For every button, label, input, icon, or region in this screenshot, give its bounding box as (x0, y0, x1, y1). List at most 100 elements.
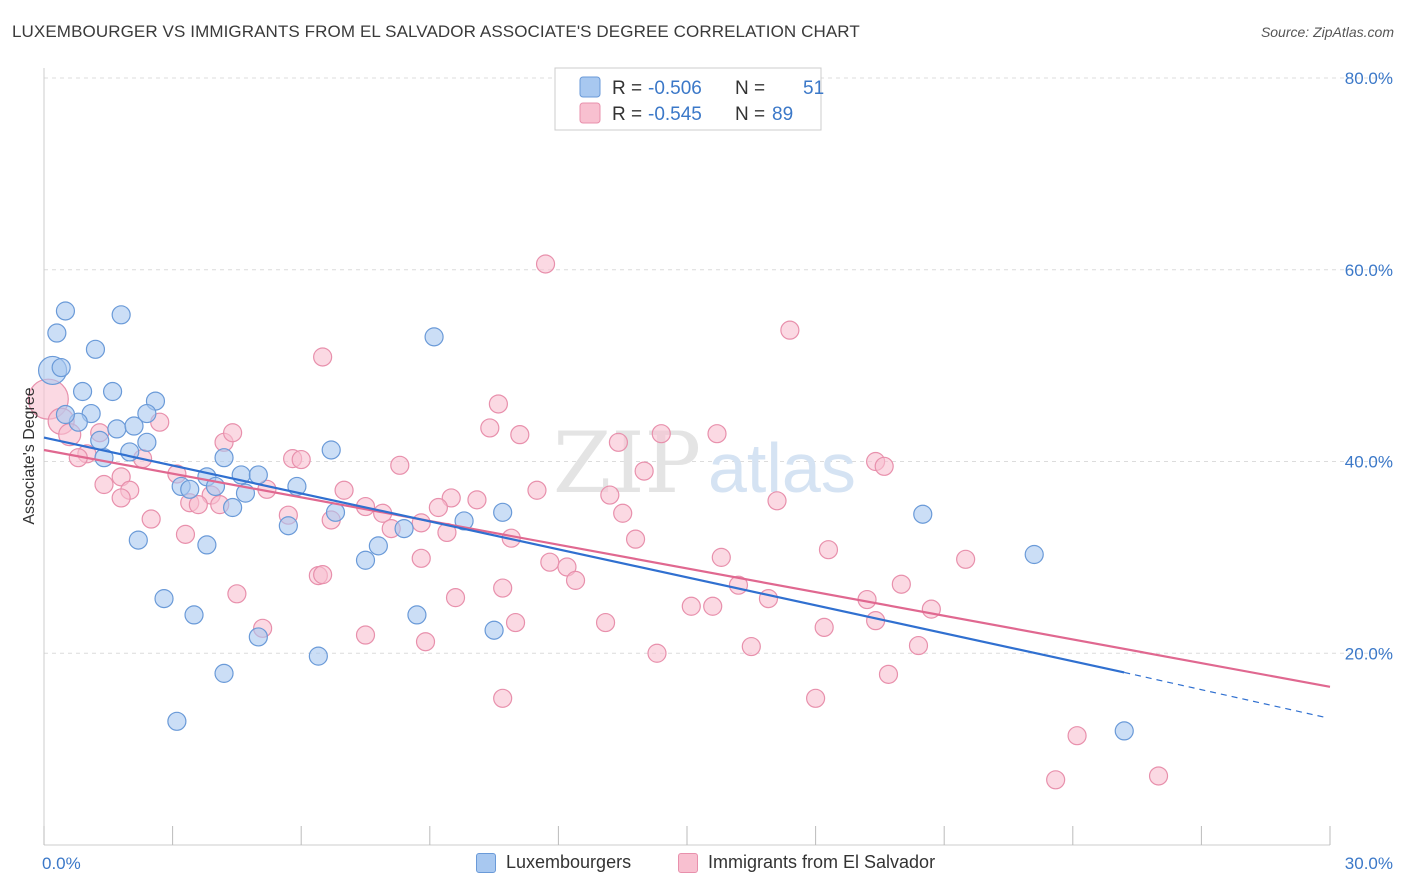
el-salvador-point (600, 485, 620, 505)
luxembourger-point (184, 605, 204, 625)
luxembourger-point (1024, 544, 1044, 565)
el-salvador-point (703, 596, 723, 616)
luxembourger-point (197, 535, 217, 555)
luxembourger-point (167, 711, 187, 731)
legend-box: R = -0.506 N = 51 R = -0.545 N = 89 (554, 67, 824, 131)
el-salvador-point (780, 320, 800, 340)
luxembourger-point (308, 646, 328, 666)
el-salvador-point (1046, 770, 1066, 790)
el-salvador-point (758, 589, 779, 609)
el-salvador-point (467, 490, 487, 510)
el-salvador-point (313, 347, 333, 367)
el-salvador-point (681, 596, 701, 616)
el-salvador-point (741, 636, 761, 657)
el-salvador-point (527, 480, 547, 500)
luxembourger-point (128, 530, 148, 550)
luxembourger-point (325, 502, 346, 522)
el-salvador-point (891, 574, 911, 594)
luxembourger-trend-line (43, 436, 1125, 674)
el-salvador-point (505, 612, 526, 633)
y-tick-label: 60.0% (1345, 261, 1393, 280)
luxembourger-point (493, 502, 513, 522)
legend-n-value-2: 89 (772, 104, 793, 125)
el-salvador-point (175, 524, 196, 544)
scatter-chart: ZIP atlas 20.0% 40.0% 60.0% 80.0% Associate… (21, 67, 1393, 846)
y-tick-label: 20.0% (1345, 644, 1393, 663)
el-salvador-point (805, 688, 826, 708)
el-salvador-point (291, 449, 311, 470)
el-salvador-point (493, 578, 513, 598)
luxembourger-trend-extension (1124, 671, 1326, 719)
grid-lines (44, 77, 1393, 654)
luxembourger-point (424, 327, 444, 347)
legend-r-value-1: -0.506 (648, 78, 702, 99)
el-salvador-point (711, 547, 731, 567)
el-salvador-point (445, 588, 466, 608)
luxembourger-point (102, 381, 123, 402)
el-salvador-point (493, 688, 513, 708)
swatch-luxembourgers (476, 852, 496, 873)
legend-r-label-1: R = (612, 78, 642, 99)
el-salvador-point (94, 474, 114, 495)
el-salvador-point (1067, 726, 1087, 746)
el-salvador-point (355, 625, 376, 645)
luxembourger-point (111, 305, 131, 325)
luxembourger-point (214, 663, 234, 683)
luxembourger-point (484, 620, 504, 640)
x-labels-layer: 0.0% 30.0% (42, 854, 1393, 873)
bottom-legend-item-el-salvador: Immigrants from El Salvador (678, 852, 935, 873)
el-salvador-point (540, 552, 560, 572)
el-salvador-point (908, 635, 929, 656)
el-salvador-point (557, 557, 577, 577)
bottom-legend: Luxembourgers Immigrants from El Salvado… (0, 850, 1406, 880)
el-salvador-point (651, 424, 671, 444)
luxembourger-point (321, 440, 341, 460)
el-salvador-point (334, 480, 354, 500)
luxembourger-point (47, 323, 67, 343)
chart-title: LUXEMBOURGER VS IMMIGRANTS FROM EL SALVA… (12, 22, 860, 41)
legend-n-label-1: N = (735, 78, 765, 99)
luxembourger-point (72, 381, 93, 402)
el-salvador-trend-line (43, 448, 1331, 688)
el-salvador-point (818, 540, 839, 560)
legend-swatch-pink (579, 102, 601, 124)
blue-points (37, 301, 1134, 741)
el-salvador-point (510, 425, 530, 445)
luxembourger-point (154, 589, 174, 609)
trend-lines (43, 436, 1331, 719)
bottom-legend-item-luxembourgers: Luxembourgers (476, 852, 631, 873)
pink-points (27, 254, 1169, 790)
el-salvador-point (647, 643, 667, 663)
luxembourger-point (223, 497, 243, 518)
x-tick-label-max-bottom: 30.0% (1345, 854, 1393, 873)
luxembourger-point (124, 416, 144, 436)
luxembourger-point (51, 357, 71, 378)
el-salvador-point (441, 488, 461, 508)
el-salvador-point (141, 509, 161, 529)
el-salvador-point (625, 529, 646, 549)
el-salvador-point (188, 495, 208, 515)
luxembourger-point (137, 432, 157, 452)
luxembourger-point (355, 550, 376, 570)
luxembourger-point (913, 504, 933, 524)
luxembourger-point (407, 605, 427, 625)
legend-swatch-blue (579, 76, 601, 98)
luxembourger-point (394, 519, 414, 539)
el-salvador-point (613, 503, 633, 523)
source-label: Source: ZipAtlas.com (1260, 24, 1394, 40)
el-salvador-point (111, 488, 131, 508)
axes (43, 68, 1331, 846)
el-salvador-point (956, 549, 976, 569)
el-salvador-point (874, 456, 894, 476)
bottom-legend-label-1: Luxembourgers (506, 852, 632, 872)
el-salvador-point (411, 548, 431, 568)
luxembourger-point (90, 430, 110, 451)
swatch-el-salvador (678, 852, 698, 873)
y-tick-label: 80.0% (1345, 69, 1393, 88)
el-salvador-point (767, 491, 787, 511)
el-salvador-point (390, 455, 410, 475)
el-salvador-point (111, 467, 131, 487)
el-salvador-point (535, 254, 556, 274)
bottom-legend-label-2: Immigrants from El Salvador (708, 852, 936, 872)
luxembourger-point (180, 479, 200, 499)
